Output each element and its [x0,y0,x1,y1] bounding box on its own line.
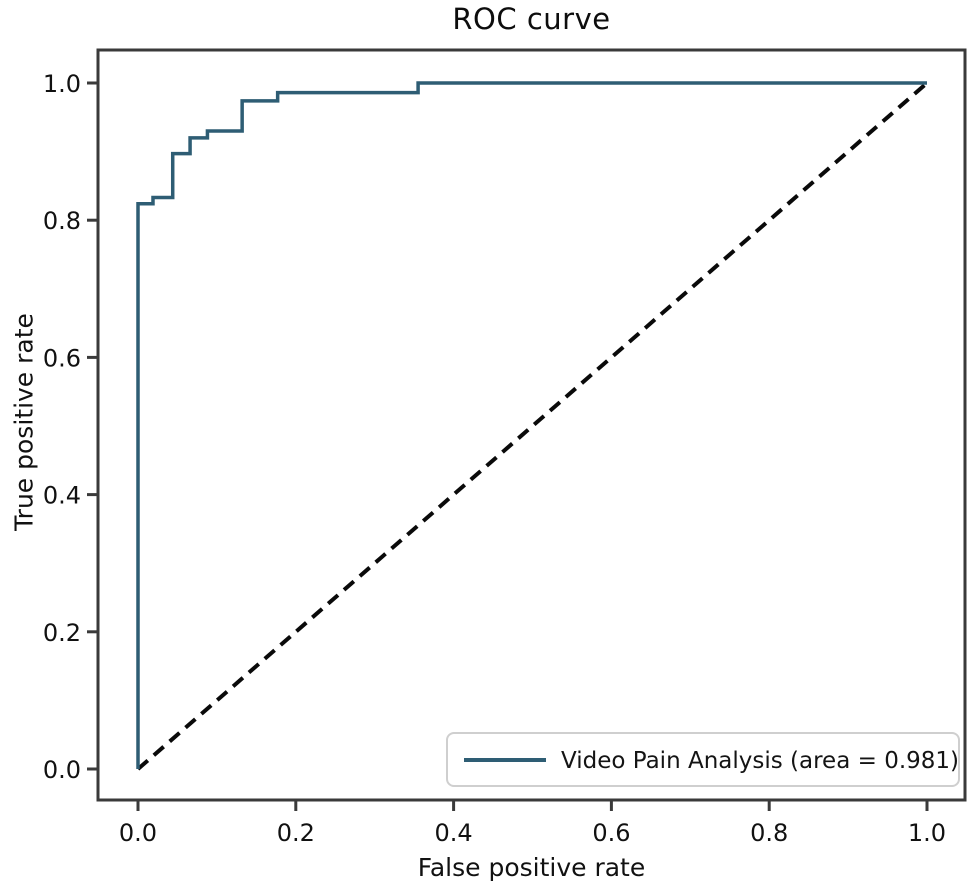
y-axis-label: True positive rate [9,313,39,531]
chart-title: ROC curve [452,2,611,36]
legend-box [446,732,960,787]
axes-frame [96,48,967,802]
x-tick-label: 0.4 [435,819,473,847]
x-tick-label: 0.2 [277,819,315,847]
y-tick-label: 0.4 [43,482,81,510]
roc-curve-line [136,81,927,769]
chance-diagonal-line [136,81,929,771]
x-tick-label: 0.6 [592,819,630,847]
y-tick-label: 0.2 [43,619,81,647]
y-tick-label: 0.6 [43,344,81,372]
y-tick-label: 0.0 [43,756,81,784]
x-tick-label: 0.0 [119,819,157,847]
x-tick-label: 1.0 [908,819,946,847]
x-axis-label: False positive rate [417,853,646,882]
x-tick-label: 0.8 [750,819,788,847]
legend-label: Video Pain Analysis (area = 0.981) [561,748,959,774]
y-tick-label: 1.0 [43,70,81,98]
y-tick-label: 0.8 [43,207,81,235]
